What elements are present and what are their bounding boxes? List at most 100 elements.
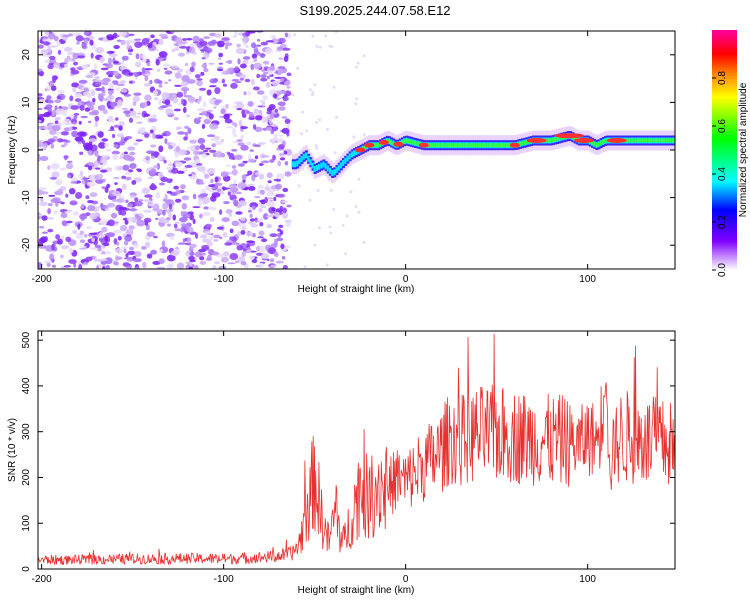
noise-speckle-dot [120, 39, 126, 46]
noise-speckle-dot [237, 182, 247, 190]
ridge-mid [302, 153, 306, 160]
figure-title: S199.2025.244.07.58.E12 [299, 3, 450, 18]
noise-speckle-dot [186, 37, 193, 41]
colorbar-tick-label: 0.2 [717, 215, 728, 229]
noise-speckle-dot [222, 83, 227, 87]
noise-speckle-dot [218, 62, 223, 65]
noise-speckle-dot [202, 149, 209, 153]
noise-speckle-dot [221, 217, 230, 223]
noise-speckle-dot [76, 41, 80, 45]
ridge-core [470, 143, 474, 148]
noise-speckle-dot [284, 219, 292, 224]
noise-speckle-dot [109, 101, 118, 107]
noise-speckle-dot [113, 261, 118, 266]
noise-speckle-dot [70, 105, 80, 110]
noise-speckle-dot [180, 184, 186, 190]
ridge-mid [344, 157, 348, 164]
noise-speckle-dot [333, 151, 337, 155]
noise-speckle-dot [38, 125, 44, 130]
ridge-peak [554, 133, 585, 139]
ridge-core [558, 136, 562, 141]
noise-speckle-dot [44, 260, 53, 264]
noise-speckle-dot [233, 122, 238, 128]
noise-speckle-dot [105, 251, 111, 255]
noise-speckle-dot [98, 258, 108, 262]
noise-speckle-dot [152, 89, 158, 97]
ridge-mid [350, 151, 354, 158]
noise-speckle-dot [104, 235, 109, 243]
noise-speckle-dot [198, 87, 207, 91]
noise-speckle-dot [106, 94, 115, 101]
ridge-peak [418, 142, 429, 148]
noise-speckle-dot [112, 133, 116, 139]
noise-speckle-dot [49, 58, 57, 64]
noise-speckle-dot [248, 186, 256, 191]
noise-speckle-dot [276, 46, 284, 51]
noise-speckle-dot [158, 33, 168, 37]
ridge-core [431, 143, 435, 148]
noise-speckle-dot [55, 179, 63, 186]
noise-speckle-dot [150, 249, 158, 255]
noise-speckle-dot [177, 68, 184, 73]
ridge-peak [574, 138, 594, 143]
noise-speckle-dot [177, 242, 187, 245]
noise-speckle-dot [61, 220, 68, 227]
noise-speckle-dot [249, 218, 256, 222]
noise-speckle-dot [256, 245, 260, 252]
noise-speckle-dot [129, 80, 133, 84]
noise-speckle-dot [57, 138, 64, 143]
noise-speckle-dot [192, 218, 196, 225]
noise-speckle-dot [209, 234, 214, 241]
noise-speckle-dot [259, 52, 266, 59]
ridge-core [671, 138, 675, 143]
noise-speckle-dot [308, 88, 312, 92]
noise-speckle-dot [283, 96, 290, 101]
noise-speckle-dot [266, 197, 274, 200]
noise-speckle-dot [281, 116, 288, 119]
noise-speckle-dot [221, 78, 225, 84]
noise-speckle-dot [260, 41, 269, 46]
noise-speckle-dot [100, 219, 108, 226]
noise-speckle-dot [203, 206, 209, 210]
noise-speckle-dot [275, 260, 284, 264]
noise-speckle-dot [79, 104, 85, 111]
noise-speckle-dot [250, 223, 259, 228]
ridge-peak [364, 142, 375, 148]
ridge-peak [393, 141, 404, 147]
ridge-core [549, 138, 553, 143]
noise-speckle-dot [258, 230, 265, 236]
noise-speckle-dot [102, 266, 106, 269]
noise-speckle-dot [191, 61, 196, 68]
noise-speckle-dot [179, 41, 188, 45]
noise-speckle-dot [132, 101, 137, 107]
noise-speckle-dot [356, 61, 360, 65]
noise-speckle-dot [159, 105, 168, 108]
ridge-core [647, 138, 651, 143]
noise-speckle-dot [201, 244, 210, 251]
noise-speckle-dot [362, 54, 366, 58]
noise-speckle-dot [258, 207, 263, 213]
noise-speckle-dot [137, 128, 146, 134]
noise-speckle-dot [282, 207, 287, 214]
noise-speckle-dot [291, 93, 295, 97]
noise-speckle-dot [259, 222, 264, 227]
noise-speckle-dot [81, 64, 89, 70]
noise-speckle-dot [311, 90, 315, 94]
noise-speckle-dot [102, 77, 111, 83]
noise-speckle-dot [214, 100, 220, 106]
noise-speckle-dot [94, 120, 99, 128]
noise-speckle-dot [239, 74, 247, 79]
noise-speckle-dot [146, 231, 156, 237]
y-tick-label: 0 [21, 147, 32, 153]
noise-speckle-dot [240, 261, 247, 266]
noise-speckle-dot [116, 241, 120, 246]
x-tick-label: -200 [32, 274, 52, 285]
snr-axes: -200 -100 0 100 0 100 200 300 400 500 [21, 331, 675, 585]
noise-speckle-dot [67, 174, 72, 179]
ridge-core [473, 143, 477, 148]
spectrogram-xlabel: Height of straight line (km) [298, 284, 415, 295]
noise-speckle-dot [38, 113, 48, 117]
noise-speckle-dot [164, 99, 171, 106]
noise-speckle-dot [84, 164, 90, 168]
noise-speckle-dot [202, 201, 207, 205]
